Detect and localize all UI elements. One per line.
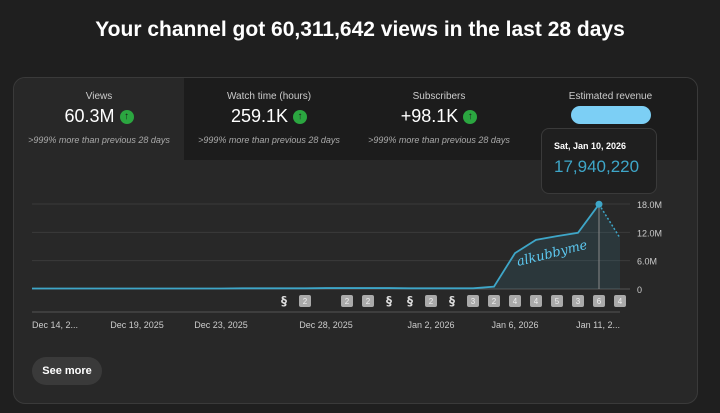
- tab-label: Estimated revenue: [568, 91, 653, 102]
- upload-count: 3: [576, 297, 581, 306]
- upload-marker: [425, 295, 437, 307]
- upload-marker: [299, 295, 311, 307]
- arrow-up-icon: ↑: [119, 109, 134, 124]
- tab-label: Watch time (hours): [226, 91, 312, 102]
- tab-compare: >999% more than previous 28 days: [28, 135, 170, 145]
- upload-count: 5: [555, 297, 560, 306]
- see-more-button[interactable]: See more: [32, 357, 102, 385]
- shorts-icon: §: [407, 294, 413, 308]
- upload-marker: [572, 295, 584, 307]
- upload-marker: [488, 295, 500, 307]
- y-tick-label: 0: [637, 285, 642, 295]
- tab-value: 259.1K: [230, 106, 289, 126]
- arrow-up-icon: ↑: [293, 109, 308, 124]
- upload-count: 2: [366, 297, 371, 306]
- upload-marker: [341, 295, 353, 307]
- y-tick-label: 6.0M: [637, 257, 657, 267]
- upload-marker: [530, 295, 542, 307]
- x-tick-label: Jan 11, 2...: [576, 320, 620, 330]
- tab-compare: >999% more than previous 28 days: [198, 135, 340, 145]
- tooltip-date: Sat, Jan 10, 2026: [554, 141, 627, 151]
- upload-count: 2: [429, 297, 434, 306]
- arrow-up-icon: ↑: [463, 109, 478, 124]
- series-line: [32, 203, 600, 290]
- upload-count: 4: [513, 297, 518, 306]
- x-tick-label: Dec 19, 2025: [110, 320, 164, 330]
- tab-value: 60.3M: [64, 106, 115, 126]
- tab-subscribers[interactable]: Subscribers +98.1K ↑ >999% more than prev…: [354, 78, 524, 160]
- shorts-icon: §: [449, 294, 455, 308]
- upload-count: 2: [492, 297, 497, 306]
- upload-count: 4: [618, 297, 623, 306]
- upload-marker: [593, 295, 605, 307]
- upload-count: 2: [345, 297, 350, 306]
- upload-count: 2: [303, 297, 308, 306]
- x-tick-label: Dec 23, 2025: [194, 320, 248, 330]
- tooltip-value: 17,940,220: [554, 157, 640, 176]
- x-tick-label: Jan 2, 2026: [407, 320, 454, 330]
- upload-marker: [362, 295, 374, 307]
- upload-marker: [509, 295, 521, 307]
- shorts-icon: §: [386, 294, 392, 308]
- chart-tooltip: Sat, Jan 10, 2026 17,940,220: [541, 128, 657, 194]
- shorts-icon: §: [281, 294, 287, 308]
- page-headline: Your channel got 60,311,642 views in the…: [95, 18, 625, 41]
- tab-watch-time[interactable]: Watch time (hours) 259.1K ↑ >999% more th…: [184, 78, 354, 160]
- upload-count: 3: [471, 297, 476, 306]
- x-tick-label: Dec 28, 2025: [299, 320, 353, 330]
- x-tick-label: Dec 14, 2...: [32, 320, 78, 330]
- redaction-scribble: [570, 106, 651, 124]
- data-point: [595, 200, 603, 208]
- tab-label: Views: [85, 91, 113, 102]
- y-tick-label: 12.0M: [637, 228, 662, 238]
- tab-label: Subscribers: [412, 91, 466, 102]
- upload-count: 6: [597, 297, 602, 306]
- partial-segment: [598, 203, 621, 239]
- upload-marker: [614, 295, 626, 307]
- tab-value: +98.1K: [400, 106, 459, 126]
- upload-marker: [467, 295, 479, 307]
- upload-count: 4: [534, 297, 539, 306]
- tab-compare: >999% more than previous 28 days: [368, 135, 510, 145]
- tab-views[interactable]: Views 60.3M ↑ >999% more than previous 28…: [14, 78, 184, 160]
- area-fill: [32, 204, 620, 289]
- upload-marker: [551, 295, 563, 307]
- x-tick-label: Jan 6, 2026: [491, 320, 538, 330]
- y-tick-label: 18.0M: [637, 200, 662, 210]
